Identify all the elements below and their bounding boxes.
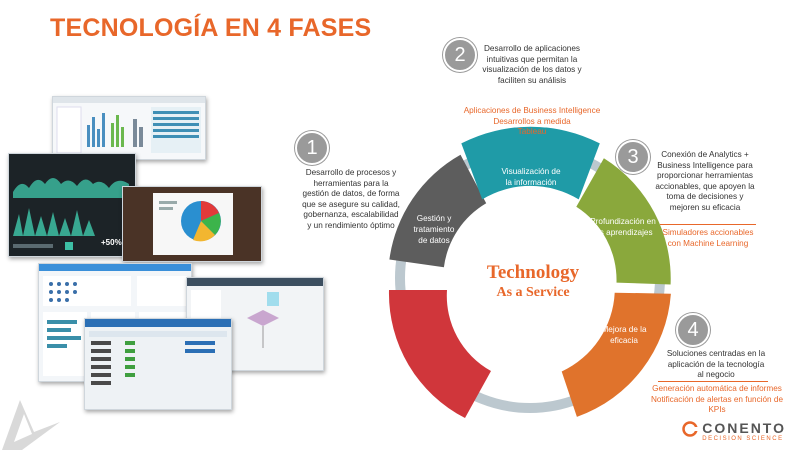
- phase-4-item-list: Generación automática de informes Notifi…: [646, 384, 788, 416]
- brand-name: CONENTO: [702, 420, 786, 436]
- phase-2-description: Desarrollo de aplicaciones intuitivas qu…: [482, 44, 582, 85]
- dashboard-screenshot-table: [84, 318, 232, 410]
- phase-3-description: Conexión de Analytics + Business Intelli…: [655, 150, 755, 212]
- brand-logo: CONENTO DECISION SCIENCE: [682, 420, 786, 442]
- wedge-label-profundizacion: Profundización en los aprendizajes: [590, 217, 656, 237]
- wedge-visualizacion: [461, 126, 600, 200]
- phase-2-item-list: Aplicaciones de Business Intelligence De…: [450, 106, 614, 138]
- wedge-profundizacion: [576, 158, 671, 285]
- wedge-mejora: [561, 292, 671, 417]
- wedge-label-visualizacion: Visualización de la información: [501, 167, 561, 187]
- center-title-line2: As a Service: [496, 285, 570, 300]
- center-title-line1: Technology: [486, 262, 580, 283]
- wedge-label-gestion: Gestión y tratamiento de datos: [413, 214, 455, 245]
- wedge-red: [388, 290, 491, 418]
- phase-2-item: Tableau: [517, 127, 547, 136]
- phase-4-item: Generación automática de informes: [652, 384, 782, 393]
- brand-mark-icon: [682, 421, 699, 437]
- dashboard-screenshot-dark: +50%: [8, 153, 136, 257]
- wedge-gestion: [389, 154, 487, 268]
- phase-4-item: Notificación de alertas en función de KP…: [651, 394, 783, 415]
- phase-2-item: Desarrollos a medida: [493, 116, 571, 126]
- phase-4-description: Soluciones centradas en la aplicación de…: [666, 349, 766, 379]
- kpi-value: +50%: [101, 238, 122, 247]
- dashboard-screenshot-pie: [122, 186, 262, 262]
- phase-3-item-list: Simuladores accionables con Machine Lear…: [656, 228, 760, 249]
- phase-3-number-badge: 3: [616, 140, 650, 174]
- brand-tagline: DECISION SCIENCE: [702, 436, 784, 442]
- wedge-label-mejora: Mejora de la eficacia: [601, 325, 647, 345]
- phase-4-divider: [658, 381, 768, 382]
- phase-3-item: Simuladores accionables con Machine Lear…: [662, 228, 754, 248]
- phase-2-number-badge: 2: [443, 38, 477, 72]
- phase-2-item: Aplicaciones de Business Intelligence: [463, 106, 601, 115]
- phase-4-number-badge: 4: [676, 313, 710, 347]
- phase-3-divider: [660, 224, 756, 225]
- center-title: Technology As a Service: [458, 262, 608, 301]
- phase-1-description: Desarrollo de procesos y herramientas pa…: [302, 168, 400, 230]
- decorative-arrow-icon: [2, 400, 60, 450]
- dashboard-screenshot-bi: [52, 96, 206, 160]
- phase-1-number-badge: 1: [295, 131, 329, 165]
- page-title: TECNOLOGÍA EN 4 FASES: [50, 14, 372, 42]
